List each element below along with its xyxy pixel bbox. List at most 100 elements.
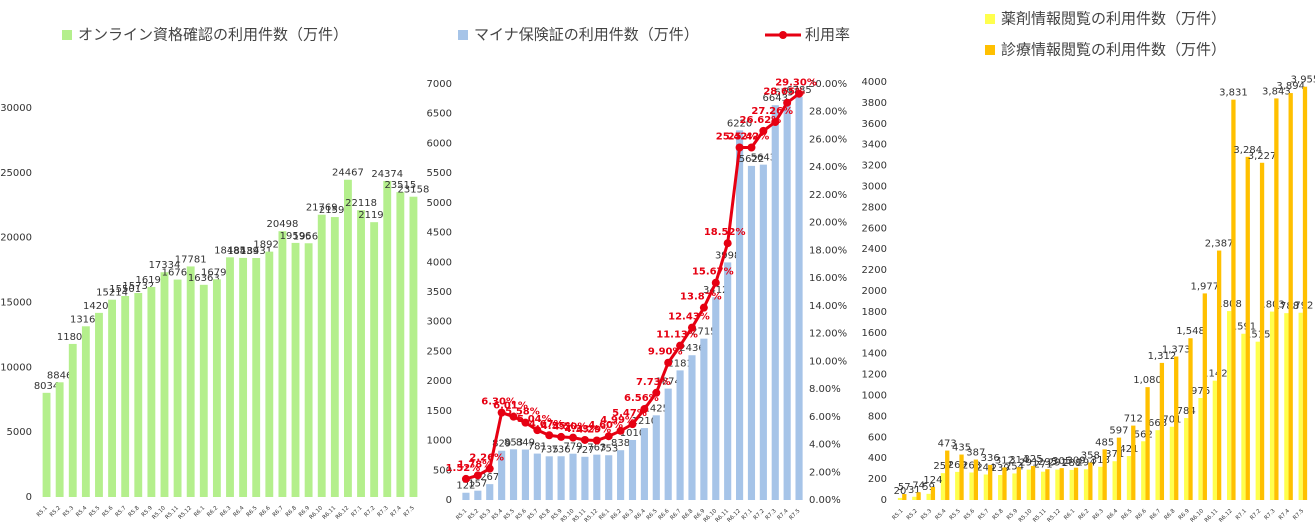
rate-label: 6.56% [624,393,659,404]
data-label: 18431 [240,246,272,257]
data-label: 295 [1038,457,1057,468]
data-label: 288 [1062,458,1081,469]
data-label: 305 [1052,456,1071,467]
data-label: 1142 [1202,369,1227,380]
bar [1202,293,1207,500]
x-tick-label: R5.1 [891,508,904,521]
x-tick-label: R7.1 [1235,508,1248,521]
bar [1059,468,1064,500]
y-tick-label: 2500 [427,346,452,357]
bar [955,471,960,500]
x-tick-label: R7.5 [1292,508,1305,521]
bar [1241,333,1246,500]
data-label: 838 [611,438,630,449]
y-tick-label: 1000 [862,391,887,402]
rate-label: 4.55% [541,421,576,432]
data-label: 157 [468,479,487,490]
bar [357,210,365,498]
x-tick-label: R7.3 [765,508,778,521]
x-tick-label: R5.11 [164,505,180,521]
x-tick-label: R7.1 [350,505,363,518]
rate-point [687,323,696,332]
bar [1088,462,1093,500]
bar [55,382,64,497]
data-label: 781 [528,442,547,453]
bar [1131,425,1136,500]
bar [1198,398,1203,500]
x-tick-label: R6.4 [634,508,647,521]
rate-label: 5.58% [505,407,540,418]
y-tick-label: 25000 [0,168,32,179]
rate-point [676,341,685,350]
rate-point [533,426,542,435]
rate-point [485,464,494,473]
x-tick-label: R6.5 [646,508,659,521]
data-label: 23515 [384,180,416,191]
x-tick-label: R6.3 [219,505,232,518]
x-tick-label: R5.3 [62,505,75,518]
data-label: 15732 [122,281,154,292]
y-tick-label: 3400 [862,140,887,151]
y2-tick-label: 24.00% [809,162,847,173]
bar [1030,466,1036,500]
data-label: 57 [898,482,911,493]
rate-point [664,358,673,367]
bar [1040,471,1046,500]
data-label: 124 [923,475,942,486]
x-tick-label: R7.5 [788,508,801,521]
data-label: 3,955 [1291,75,1315,86]
bar [1288,93,1293,501]
rate-point [521,418,530,427]
rate-label: 4.33% [565,424,600,435]
rate-point [723,239,732,248]
y-tick-label: 500 [433,465,452,476]
data-label: 6643 [763,93,788,104]
data-label: 24467 [332,168,364,179]
rate-label: 25.42% [728,132,770,143]
data-label: 1808 [1216,299,1241,310]
legend-label: 診療情報閲覧の利用件数（万件） [1001,41,1226,59]
rate-label: 5.47% [612,408,647,419]
data-label: 18439 [227,246,259,257]
data-label: 1,312 [1148,351,1177,362]
data-label: 325 [1024,454,1043,465]
y-tick-label: 0 [881,495,887,506]
bar [1169,426,1175,500]
bar [581,456,589,500]
x-tick-label: R7.3 [377,505,390,518]
rate-point [497,408,506,417]
data-label: 269 [948,460,967,471]
data-label: 3998 [715,250,740,261]
bar [652,415,660,500]
bar [304,243,313,497]
rate-label: 5.04% [517,414,552,425]
rate-point [783,98,792,107]
legend-label: 薬剤情報閲覧の利用件数（万件） [1001,10,1226,28]
rate-label: 25.42% [716,132,758,143]
data-label: 562 [1134,429,1153,440]
x-tick-label: R6.7 [669,508,682,521]
data-label: 976 [1191,386,1210,397]
bar [795,96,803,500]
data-label: 20498 [267,219,299,230]
data-label: 257 [933,461,952,472]
data-label: 31 [908,485,921,496]
y-tick-label: 0 [26,492,32,503]
y-tick-label: 0 [446,495,452,506]
x-tick-label: R5.7 [527,508,540,521]
data-label: 849 [516,438,535,449]
y2-tick-label: 10.00% [809,356,847,367]
x-tick-label: R6.6 [259,505,272,518]
x-tick-label: R6.2 [610,508,623,521]
bar [1116,437,1122,500]
bar [1255,341,1260,500]
data-label: 3,227 [1248,151,1277,162]
x-tick-label: R5.3 [920,508,933,521]
data-label: 6737 [774,88,799,99]
bar [593,454,601,500]
data-label: 309 [1066,456,1085,467]
y2-tick-label: 22.00% [809,190,847,201]
bar [160,272,169,497]
data-label: 371 [1105,449,1124,460]
rate-label: 4.99% [600,415,635,426]
